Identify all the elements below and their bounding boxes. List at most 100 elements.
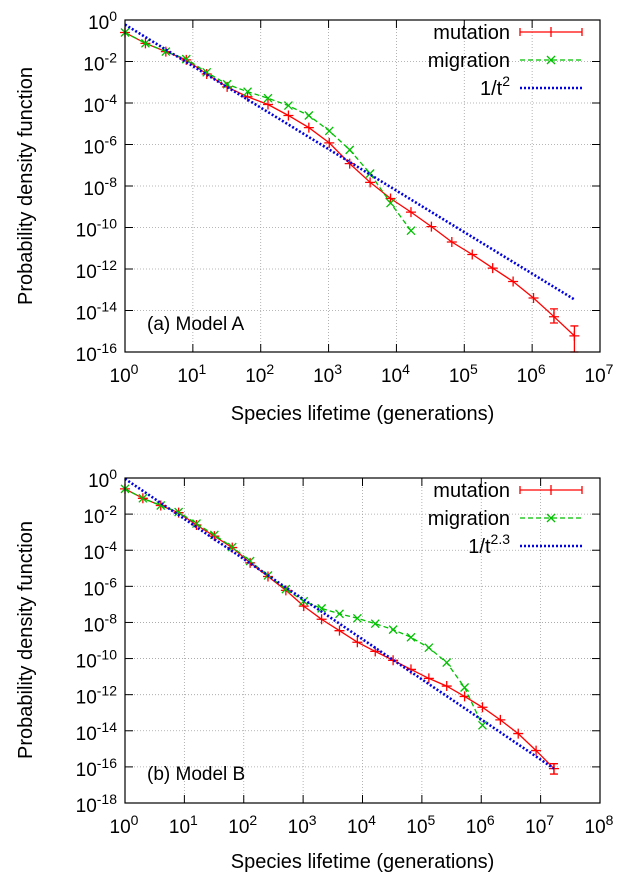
data-point xyxy=(335,609,344,619)
x-tick-label: 104 xyxy=(347,812,376,838)
y-tick-label: 10-18 xyxy=(76,791,118,817)
data-point xyxy=(243,87,253,97)
data-point xyxy=(385,193,396,204)
error-bar xyxy=(549,308,558,324)
data-point xyxy=(281,584,291,594)
data-point xyxy=(334,625,345,636)
y-tick-label: 10-4 xyxy=(83,91,117,117)
data-point xyxy=(386,198,396,208)
y-tick-label: 10-10 xyxy=(76,216,118,242)
panel-annotation: (b) Model B xyxy=(147,764,245,785)
legend-label: mutation xyxy=(433,480,510,502)
data-point xyxy=(370,646,381,657)
data-point xyxy=(156,501,166,510)
data-point xyxy=(460,683,470,692)
data-point xyxy=(174,507,184,517)
data-point xyxy=(405,207,416,218)
data-point xyxy=(283,101,293,111)
data-point xyxy=(304,111,314,120)
data-point xyxy=(242,91,253,102)
x-tick-label: 107 xyxy=(525,812,554,838)
data-point xyxy=(324,126,334,136)
plot-frame xyxy=(124,19,601,353)
y-axis-label: Probability density function xyxy=(15,67,37,305)
data-point xyxy=(388,625,398,635)
plot-frame xyxy=(124,477,601,804)
y-tick-label: 10-2 xyxy=(83,50,117,76)
y-tick-label: 10-12 xyxy=(76,683,118,709)
data-point xyxy=(140,38,150,48)
data-point xyxy=(528,293,539,304)
data-point xyxy=(283,110,294,121)
data-point xyxy=(192,519,201,529)
y-tick-label: 10-8 xyxy=(83,610,117,636)
error-bar xyxy=(570,325,579,353)
data-point xyxy=(441,681,452,692)
data-point xyxy=(365,177,376,188)
legend-label: migration xyxy=(428,508,510,530)
legend-marker xyxy=(519,485,583,495)
data-point xyxy=(262,99,273,110)
x-tick-label: 106 xyxy=(466,812,495,838)
data-point xyxy=(459,691,470,702)
data-point xyxy=(406,226,416,236)
data-point xyxy=(388,655,399,666)
x-tick-label: 102 xyxy=(245,361,274,387)
x-tick-label: 100 xyxy=(110,812,139,838)
data-point xyxy=(424,643,434,653)
series-line-migration xyxy=(124,31,412,232)
panel-model-b: 100 101 102 103 104 105 106 107 108 100 10-2 10-4 10… xyxy=(15,466,614,873)
legend-marker xyxy=(546,513,556,523)
y-tick-label: 10-6 xyxy=(83,133,117,159)
error-bar xyxy=(549,763,558,775)
x-tick-label: 103 xyxy=(313,361,342,387)
data-point xyxy=(478,720,487,730)
x-tick-label: 108 xyxy=(585,812,614,838)
data-point xyxy=(352,637,363,648)
y-tick-label: 10-16 xyxy=(76,340,118,366)
data-point xyxy=(531,745,542,756)
y-tick-label: 10-6 xyxy=(83,574,117,600)
y-tick-label: 10-10 xyxy=(76,647,118,673)
panel-model-a: 100 101 102 103 104 105 106 107 100 10-2 10-4 10-6 1… xyxy=(15,8,614,425)
x-axis-label: Species lifetime (generations) xyxy=(231,403,494,425)
legend-label: 1/t2 xyxy=(480,73,510,100)
x-tick-label: 100 xyxy=(110,361,139,387)
data-point xyxy=(467,249,478,260)
data-point xyxy=(352,613,362,623)
data-point xyxy=(298,601,309,612)
y-tick-label: 10-14 xyxy=(76,719,118,745)
legend-marker xyxy=(546,55,556,65)
data-point xyxy=(202,67,212,77)
data-point xyxy=(487,263,498,274)
panel-annotation: (a) Model A xyxy=(147,314,244,335)
x-tick-label: 105 xyxy=(406,812,435,838)
y-tick-label: 10-14 xyxy=(76,299,118,325)
data-point xyxy=(324,137,335,148)
x-tick-label: 102 xyxy=(228,812,257,838)
y-tick-label: 10-16 xyxy=(76,755,118,781)
data-point xyxy=(344,158,355,169)
y-tick-label: 10-12 xyxy=(76,257,118,283)
y-tick-label: 10-8 xyxy=(83,174,117,200)
x-axis-label: Species lifetime (generations) xyxy=(231,851,494,873)
data-point xyxy=(316,614,327,625)
legend-label: mutation xyxy=(433,22,510,44)
data-point xyxy=(423,673,434,684)
y-tick-label: 100 xyxy=(88,466,117,492)
data-point xyxy=(245,557,256,568)
x-tick-label: 105 xyxy=(449,361,478,387)
x-tick-label: 104 xyxy=(381,361,410,387)
data-point xyxy=(345,145,355,155)
data-point xyxy=(477,702,488,713)
y-tick-label: 10-2 xyxy=(83,502,117,528)
data-point xyxy=(365,169,375,178)
data-point xyxy=(508,276,519,287)
data-point xyxy=(263,93,273,103)
x-tick-label: 103 xyxy=(288,812,317,838)
x-tick-label: 106 xyxy=(517,361,546,387)
x-tick-label: 101 xyxy=(177,361,206,387)
y-tick-label: 100 xyxy=(88,8,117,34)
data-point xyxy=(495,714,506,725)
